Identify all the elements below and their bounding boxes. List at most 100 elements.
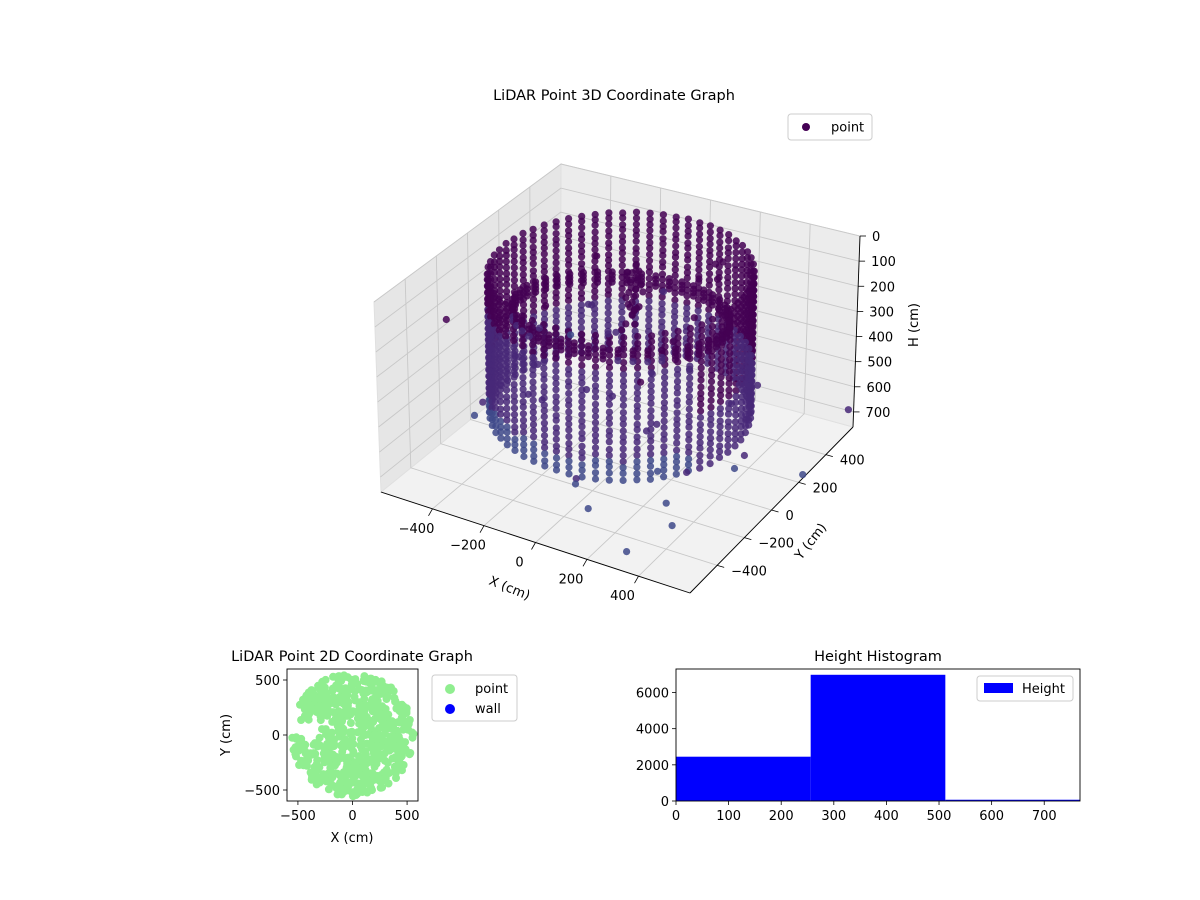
- data-point: [529, 267, 538, 275]
- data-point: [564, 309, 573, 317]
- data-point: [683, 263, 692, 271]
- data-point: [591, 356, 600, 364]
- data-point: [660, 473, 668, 481]
- data-point: [519, 398, 527, 406]
- scatter-point: [314, 773, 323, 782]
- data-point: [529, 254, 537, 262]
- data-point: [577, 312, 586, 320]
- data-point: [565, 426, 573, 434]
- data-point: [552, 355, 560, 363]
- data-point: [490, 251, 498, 259]
- chart-2d-title: LiDAR Point 2D Coordinate Graph: [231, 649, 473, 665]
- data-point: [686, 330, 694, 338]
- data-point: [540, 358, 548, 366]
- hist-bar: [810, 674, 946, 801]
- data-point: [753, 381, 762, 389]
- data-point: [743, 415, 751, 423]
- legend-hist-label: Height: [1022, 682, 1065, 697]
- data-point: [541, 457, 549, 465]
- data-point: [696, 464, 704, 472]
- scatter-point: [295, 761, 304, 769]
- data-point: [605, 358, 614, 366]
- data-point: [502, 343, 510, 352]
- data-point: [724, 274, 732, 282]
- data-point: [552, 435, 560, 443]
- data-point: [716, 244, 724, 252]
- y-tick: [744, 537, 752, 541]
- data-point: [578, 423, 586, 431]
- data-point: [737, 291, 746, 299]
- data-point: [605, 214, 613, 222]
- data-point: [565, 220, 573, 228]
- scatter-point: [316, 716, 325, 725]
- data-point: [726, 343, 734, 351]
- data-point: [706, 240, 714, 248]
- data-point: [519, 374, 527, 382]
- data-point: [605, 377, 614, 385]
- scatter-point: [377, 742, 386, 751]
- data-point: [502, 275, 511, 283]
- data-point: [612, 328, 620, 336]
- data-point: [530, 433, 538, 441]
- data-point: [704, 347, 713, 355]
- data-point: [578, 454, 586, 462]
- scatter-point: [362, 787, 371, 796]
- data-point: [707, 415, 715, 423]
- data-point: [552, 379, 560, 388]
- data-point: [707, 396, 715, 405]
- data-point: [502, 251, 510, 259]
- scatter-point: [368, 702, 377, 711]
- data-point: [591, 419, 600, 427]
- data-point: [645, 274, 653, 282]
- x-tick: [428, 508, 433, 517]
- data-point: [707, 421, 715, 429]
- data-point: [633, 433, 641, 441]
- data-point: [552, 330, 560, 338]
- data-point: [502, 374, 510, 382]
- data-point: [532, 288, 540, 296]
- data-point: [540, 375, 548, 384]
- data-point: [738, 241, 747, 250]
- data-point: [578, 379, 586, 387]
- data-point: [633, 402, 641, 410]
- data-point: [696, 433, 704, 441]
- grid-y-line: [467, 232, 772, 511]
- data-point: [619, 458, 627, 466]
- data-point: [618, 232, 627, 240]
- chart-hist-title: Height Histogram: [814, 649, 942, 665]
- scatter-point: [329, 742, 338, 751]
- data-point: [605, 227, 613, 235]
- data-point: [645, 322, 653, 330]
- data-point: [605, 256, 613, 264]
- data-point: [697, 389, 705, 397]
- data-point: [578, 373, 586, 382]
- data-point: [716, 250, 724, 258]
- data-point: [717, 355, 725, 363]
- data-point: [502, 319, 510, 327]
- data-point: [633, 370, 642, 379]
- data-point: [605, 363, 614, 372]
- data-point: [628, 311, 636, 319]
- data-point: [716, 429, 724, 437]
- data-point: [671, 266, 679, 274]
- data-point: [578, 361, 586, 369]
- data-point: [671, 313, 679, 321]
- data-point: [737, 436, 745, 444]
- data-point: [844, 406, 853, 414]
- data-point: [715, 453, 724, 461]
- data-point: [724, 279, 732, 287]
- data-point: [496, 350, 504, 358]
- data-point: [736, 368, 744, 376]
- hist-bar: [945, 799, 1080, 801]
- data-point: [552, 361, 560, 369]
- data-point: [591, 475, 600, 483]
- data-point: [706, 228, 714, 236]
- data-point: [519, 259, 527, 267]
- data-point: [578, 342, 586, 350]
- ticks-3d: −400−2000200400−400−20002004000100200300…: [399, 230, 896, 604]
- data-point: [502, 332, 510, 340]
- chart-2d-xlabel: X (cm): [331, 831, 374, 846]
- data-point: [552, 299, 560, 307]
- z-tick-label: 600: [866, 381, 891, 396]
- data-point: [605, 346, 614, 354]
